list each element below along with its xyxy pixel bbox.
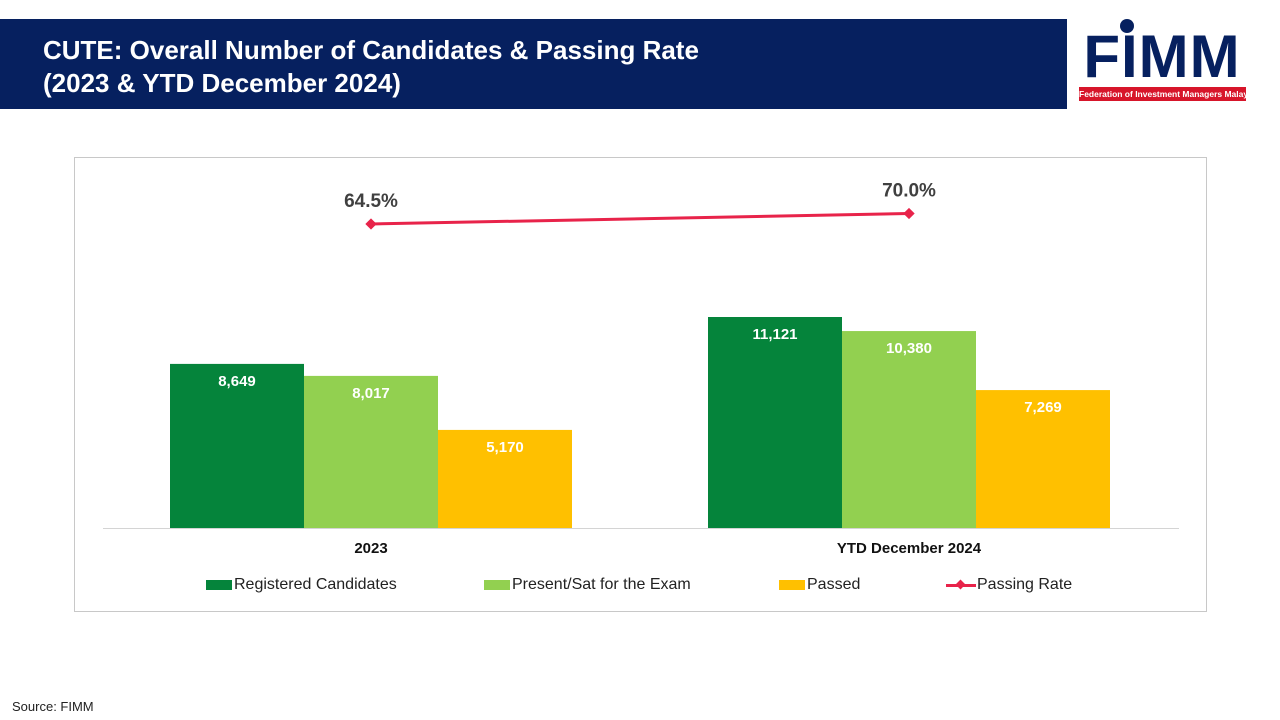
passing-rate-line (370, 212, 910, 226)
bar (708, 317, 842, 528)
bar-value-label: 7,269 (1024, 399, 1062, 416)
slide-title-line-1: CUTE: Overall Number of Candidates & Pas… (43, 35, 699, 65)
passing-rate-marker (903, 207, 915, 220)
chart-legend: Registered Candidates Present/Sat for the… (75, 574, 1206, 596)
legend-item: Passed (779, 574, 860, 596)
category-label: 2023 (354, 540, 387, 557)
logo-wordmark: FIMM (1083, 23, 1241, 90)
passing-rate-label: 70.0% (882, 181, 936, 202)
bar-value-label: 11,121 (752, 326, 797, 343)
logo-dot-icon (1120, 19, 1134, 33)
legend-item: Present/Sat for the Exam (484, 574, 691, 596)
chart-plot: 8,649 11,121 8,017 10,380 5,170 7,269 2023 YTD … (103, 181, 1179, 557)
bar (304, 375, 438, 528)
source-note: Source: FIMM (12, 699, 94, 714)
bar-value-label: 8,017 (352, 385, 390, 402)
passing-rate-marker (365, 218, 377, 230)
bar (842, 331, 976, 528)
slide-title-line-2: (2023 & YTD December 2024) (43, 68, 401, 98)
logo-tagline: Federation of Investment Managers Malays… (1079, 87, 1246, 101)
legend-swatch (484, 580, 510, 590)
legend-label: Registered Candidates (234, 576, 397, 593)
bar (170, 363, 304, 528)
legend-item: Passing Rate (946, 574, 1072, 596)
legend-swatch (779, 580, 805, 590)
bar-value-label: 8,649 (218, 373, 256, 390)
passing-rate-label: 64.5% (344, 191, 398, 212)
legend-label: Present/Sat for the Exam (512, 576, 691, 593)
legend-swatch (946, 579, 976, 590)
bar (976, 390, 1110, 528)
chart-container: 8,649 11,121 8,017 10,380 5,170 7,269 2023 YTD … (74, 157, 1207, 612)
legend-label: Passed (807, 576, 861, 593)
bar-value-label: 10,380 (886, 340, 932, 357)
legend-item: Registered Candidates (206, 574, 397, 596)
title-banner: CUTE: Overall Number of Candidates & Pas… (0, 19, 1067, 109)
category-label: YTD December 2024 (837, 540, 982, 557)
bar (438, 429, 572, 528)
fimm-logo: FIMM Federation of Investment Managers M… (1077, 17, 1249, 103)
legend-label: Passing Rate (977, 576, 1073, 593)
bar-value-label: 5,170 (486, 439, 524, 456)
legend-swatch (206, 580, 232, 590)
